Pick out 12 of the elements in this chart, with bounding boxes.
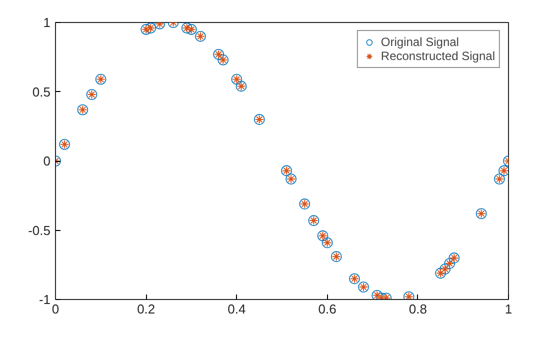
y-tick-label: -0.5 <box>28 222 51 238</box>
y-tick-label: 0 <box>43 154 51 168</box>
legend-label: Reconstructed Signal <box>380 49 495 63</box>
x-tick-label: 0.6 <box>318 302 336 316</box>
y-tick-label: 1 <box>43 15 51 30</box>
x-tick-label: 0.8 <box>408 302 427 316</box>
legend-label: Original Signal <box>380 35 459 49</box>
x-tick-label: 1 <box>504 302 512 316</box>
y-tick-label: -1 <box>38 292 51 307</box>
y-tick-label: 0.5 <box>32 84 51 100</box>
x-tick-label: 0.2 <box>137 302 156 316</box>
x-tick-label: 0.4 <box>228 302 246 316</box>
